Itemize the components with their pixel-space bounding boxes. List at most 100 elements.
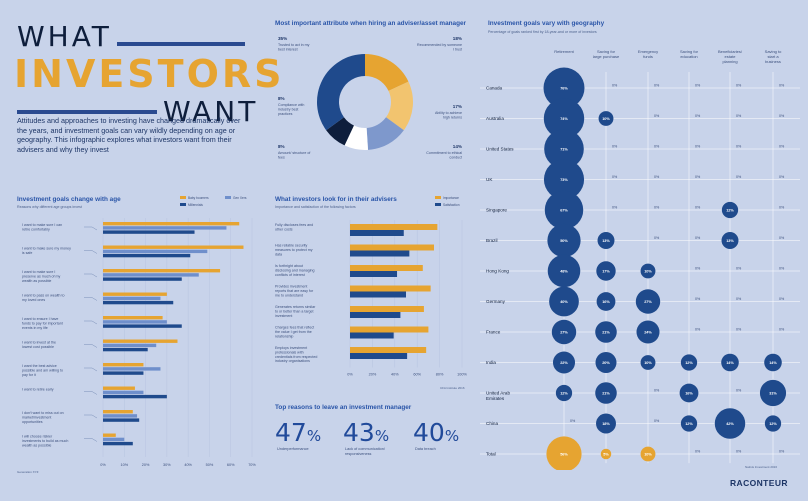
x-tick-label: 20% bbox=[369, 373, 377, 377]
leader-line bbox=[84, 414, 98, 419]
bubble bbox=[543, 98, 585, 139]
category-label: I want to make sure I can retire comforta… bbox=[22, 223, 62, 231]
legend-label: Gen Xers bbox=[233, 196, 247, 200]
row-label: France bbox=[486, 330, 501, 335]
row-label-line: Singapore bbox=[486, 208, 507, 213]
bubble bbox=[596, 413, 616, 434]
category-label-line: relationship bbox=[275, 334, 293, 338]
bar bbox=[103, 253, 191, 258]
column-header: Saving to start a business bbox=[765, 49, 782, 64]
category-label-line: Is forthright about bbox=[275, 264, 303, 268]
column-header-line: estate bbox=[725, 54, 737, 59]
donut-chart: 35% Trusted to act in my best interest 18% R… bbox=[278, 36, 462, 159]
x-tick-label: 40% bbox=[391, 373, 399, 377]
x-tick-label: 50% bbox=[206, 463, 214, 467]
column-header-line: Retirement bbox=[554, 49, 574, 54]
bubble-value: 0% bbox=[779, 450, 785, 454]
legend-swatch bbox=[180, 196, 186, 199]
bubble bbox=[543, 67, 585, 109]
bar bbox=[103, 363, 144, 367]
age-chart-title: Investment goals change with age bbox=[17, 196, 121, 203]
column-header: Saving for education bbox=[680, 49, 699, 59]
x-tick-label: 70% bbox=[248, 463, 256, 467]
bar bbox=[103, 441, 133, 446]
category-label: I want to pass on wealth to my loved ones bbox=[22, 294, 65, 302]
bubble bbox=[600, 448, 612, 460]
legend-swatch bbox=[225, 196, 231, 199]
bubble-value: 10% bbox=[602, 117, 610, 121]
row-label-line: United States bbox=[486, 147, 514, 152]
bubble-value: 0% bbox=[654, 419, 660, 423]
leader-line bbox=[84, 297, 98, 301]
bubble bbox=[721, 353, 739, 372]
bubble-value: 0% bbox=[695, 297, 701, 301]
bubble-value: 21% bbox=[602, 391, 610, 395]
x-tick-label: 40% bbox=[184, 463, 192, 467]
x-tick-label: 60% bbox=[227, 463, 235, 467]
donut-slice bbox=[344, 125, 369, 150]
column-header-line: education bbox=[680, 54, 697, 59]
column-header-line: Saving for bbox=[680, 49, 699, 54]
bar bbox=[103, 410, 133, 414]
category-label: Employs investment professionals with cred… bbox=[275, 346, 317, 363]
bubble-value: 42% bbox=[726, 422, 734, 426]
category-label-line: disclosing and managing bbox=[275, 268, 315, 272]
category-label: Charges fees that reflect the value I get… bbox=[275, 326, 314, 339]
row-label: China bbox=[486, 421, 498, 426]
row-label-line: Canada bbox=[486, 86, 503, 91]
leader-line bbox=[84, 391, 98, 395]
bubble bbox=[636, 320, 660, 344]
bubble bbox=[640, 446, 656, 462]
title-what: WHAT bbox=[17, 20, 112, 53]
bubble-value: 0% bbox=[612, 206, 618, 210]
donut-label: Ability to achieve high returns bbox=[435, 111, 462, 119]
leader-line bbox=[84, 273, 98, 278]
bubble-value: 0% bbox=[695, 236, 701, 240]
bar bbox=[350, 244, 434, 251]
bubble-value: 76% bbox=[560, 86, 568, 90]
bubble-value: 27% bbox=[644, 300, 652, 304]
bar bbox=[103, 300, 174, 305]
category-label: Provides investment reports that are easy… bbox=[275, 285, 314, 298]
column-header-line: planning bbox=[722, 59, 737, 64]
category-label-line: I want to ensure I have bbox=[22, 317, 58, 321]
row-label-line: Australia bbox=[486, 116, 504, 121]
category-label-line: pay for it bbox=[22, 373, 36, 377]
donut-slice bbox=[317, 54, 365, 131]
bubble-value: 40% bbox=[560, 300, 568, 304]
category-label-line: possible and am willing to bbox=[22, 368, 63, 372]
row-label-line: France bbox=[486, 330, 501, 335]
category-label-line: preserve as much of my bbox=[22, 274, 61, 278]
bubble-value: 12% bbox=[685, 422, 693, 426]
bubble-value: 0% bbox=[654, 114, 660, 118]
category-label-line: professionals with bbox=[275, 350, 304, 354]
donut-pct: 17% bbox=[453, 104, 462, 109]
bubble bbox=[595, 382, 617, 404]
bubble bbox=[640, 263, 656, 279]
donut-slice bbox=[365, 54, 409, 91]
bubble-value: 20% bbox=[602, 361, 610, 365]
category-label-line: me to understand bbox=[275, 293, 303, 297]
bubble-value: 24% bbox=[644, 330, 652, 334]
title-rule-1 bbox=[117, 42, 245, 46]
bar bbox=[350, 332, 394, 339]
bubble bbox=[544, 129, 584, 169]
donut-label-line: high returns bbox=[443, 115, 462, 119]
bubble bbox=[759, 379, 787, 407]
bubble bbox=[596, 292, 616, 311]
category-label: I want to retire early bbox=[22, 388, 54, 392]
stats-title: Top reasons to leave an investment manag… bbox=[275, 404, 412, 411]
bar bbox=[350, 312, 401, 318]
bar bbox=[350, 347, 427, 353]
bubble-value: 0% bbox=[779, 145, 785, 149]
category-label: I don't want to miss out on market/invest… bbox=[22, 411, 64, 424]
bubble-value: 0% bbox=[779, 297, 785, 301]
row-label-line: India bbox=[486, 360, 496, 365]
legend-label: Satisfaction bbox=[443, 203, 460, 207]
row-label: Australia bbox=[486, 116, 504, 121]
row-label-line: China bbox=[486, 421, 498, 426]
bubble-value: 16% bbox=[602, 300, 610, 304]
column-header: Saving for large purchase bbox=[593, 49, 620, 59]
bubble bbox=[551, 319, 577, 345]
